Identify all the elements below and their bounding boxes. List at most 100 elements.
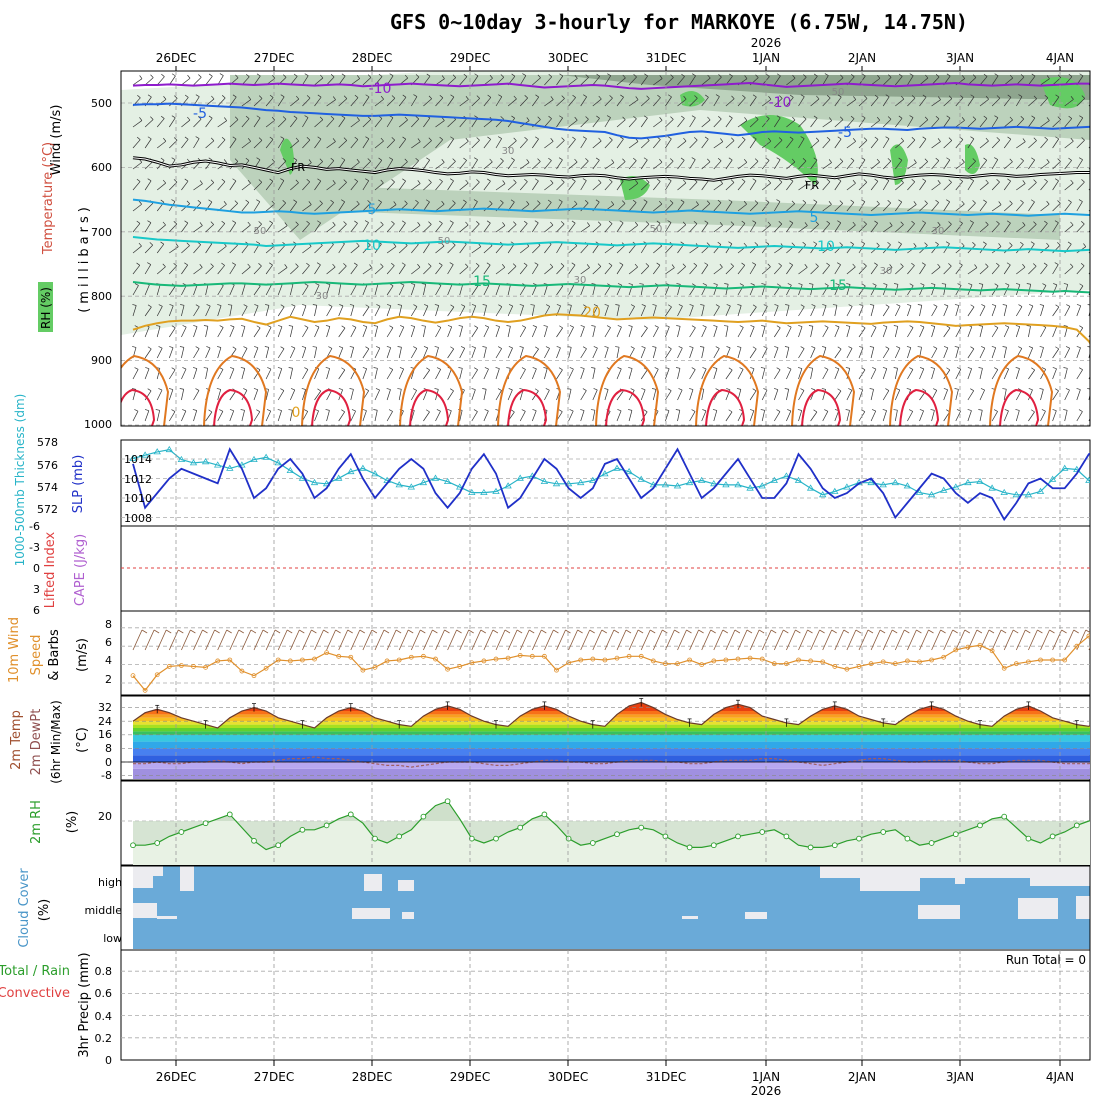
wind-barb-flag [1046, 200, 1050, 205]
wind-barb-flag [267, 325, 272, 328]
wind-barb [447, 284, 453, 296]
wind-barb-flag [896, 346, 901, 349]
wind-barb-flag [373, 367, 378, 369]
wind-barb-flag [474, 73, 479, 77]
wind-barb-flag [846, 283, 851, 285]
wind10m-barb [229, 629, 240, 651]
wind-barb-flag [933, 304, 938, 307]
wind-barb [556, 347, 561, 359]
wind-barb-flag [138, 200, 142, 205]
wind-barb [362, 202, 371, 212]
wind-barb-flag [911, 262, 915, 266]
wind-barb [1064, 284, 1069, 296]
wind-barb [374, 326, 379, 338]
wind-barb-flag [216, 346, 222, 348]
wind-barb [846, 284, 851, 296]
wind-barb [350, 347, 354, 359]
wind-barb [410, 390, 417, 401]
wind-barb-flag [343, 95, 348, 99]
wind-barb [895, 160, 903, 170]
wind-barb [737, 305, 742, 317]
wind-barb-flag [537, 74, 541, 79]
lifted-index-label: Lifted Index [43, 531, 58, 608]
wind-barb [338, 182, 347, 191]
wind-barb-flag [978, 325, 983, 327]
wind-barb [628, 390, 635, 401]
wind10m-barb [931, 629, 941, 651]
wind-barb [1016, 183, 1026, 191]
wind-barb-flag [229, 409, 234, 412]
wind-barb-flag [147, 94, 152, 98]
wind10m-panel [120, 610, 1091, 696]
wind-barb-flag [815, 263, 819, 267]
wind-barb [459, 99, 469, 107]
wind-barb-flag [680, 241, 685, 245]
rh2m-point [856, 835, 862, 842]
thickness-point [347, 467, 355, 475]
wind-barb [1028, 76, 1036, 86]
wind-barb-flag [752, 388, 757, 392]
wind-barb [386, 347, 392, 359]
wind-barb [302, 223, 310, 233]
wind-barb-flag [609, 95, 613, 99]
wind-barb-flag [750, 367, 755, 370]
wind-barb-flag [737, 304, 742, 306]
wind-barb-flag [149, 242, 153, 246]
contour-30 [213, 388, 254, 426]
wind-barb-flag [802, 199, 807, 204]
wind-barb-flag [885, 388, 890, 391]
wind-barb-flag [954, 388, 959, 390]
wind-barb [1064, 202, 1072, 212]
wind-barb-flag [550, 179, 554, 184]
wind-barb-flag [598, 137, 602, 142]
thickness-point [710, 480, 718, 487]
wind-barb [931, 99, 941, 107]
wind-barb-flag [256, 241, 260, 244]
wind-barb [217, 389, 222, 401]
wind-barb-flag [240, 409, 245, 411]
wind-barb [471, 159, 478, 170]
wind-barb [435, 97, 444, 107]
wind-barb-flag [386, 304, 391, 306]
wind-barb [423, 182, 432, 191]
wind-barb-flag [134, 367, 139, 370]
wind-barb [168, 389, 174, 401]
temp-band [133, 741, 1090, 749]
wind-barb-flag [983, 115, 988, 119]
wind-barb-flag [245, 73, 250, 78]
thickness-point [818, 491, 827, 498]
wind-barb-flag [187, 116, 191, 121]
wind-barb-flag [695, 201, 699, 205]
wind-barb-flag [447, 409, 452, 411]
wind-barb [858, 347, 864, 359]
wind-barb [628, 160, 637, 170]
wind-barb-flag [441, 75, 445, 79]
wind10m-point [275, 657, 281, 663]
wind-barb [773, 347, 779, 359]
wind-barb [435, 327, 442, 338]
wind-barb-flag [606, 115, 611, 118]
wind-barb-flag [811, 346, 816, 349]
wind-barb-flag [367, 158, 371, 162]
wind-barb [229, 326, 235, 338]
year-label-bottom: 2026 [751, 1084, 782, 1098]
wind-barb [761, 389, 768, 401]
wind-barb [314, 180, 322, 191]
wind-barb-flag [284, 264, 288, 268]
contour-label: -10 [369, 81, 392, 97]
wind-barb [798, 118, 807, 128]
wind-barb-flag [131, 388, 136, 390]
wind10m-barb [604, 629, 615, 651]
wind-barb-flag [415, 199, 419, 203]
wind-barb [786, 305, 790, 317]
thickness-point [613, 464, 621, 471]
wind-barb-flag [776, 157, 781, 160]
wind-barb [652, 347, 657, 359]
wind-barb [302, 181, 311, 191]
wind-barb [798, 348, 805, 359]
wind-barb [858, 181, 868, 191]
rh2m-point [735, 833, 741, 840]
wind-barb-flag [136, 136, 141, 140]
wind-barb [265, 264, 273, 275]
temp-tick: 0 [105, 756, 112, 769]
